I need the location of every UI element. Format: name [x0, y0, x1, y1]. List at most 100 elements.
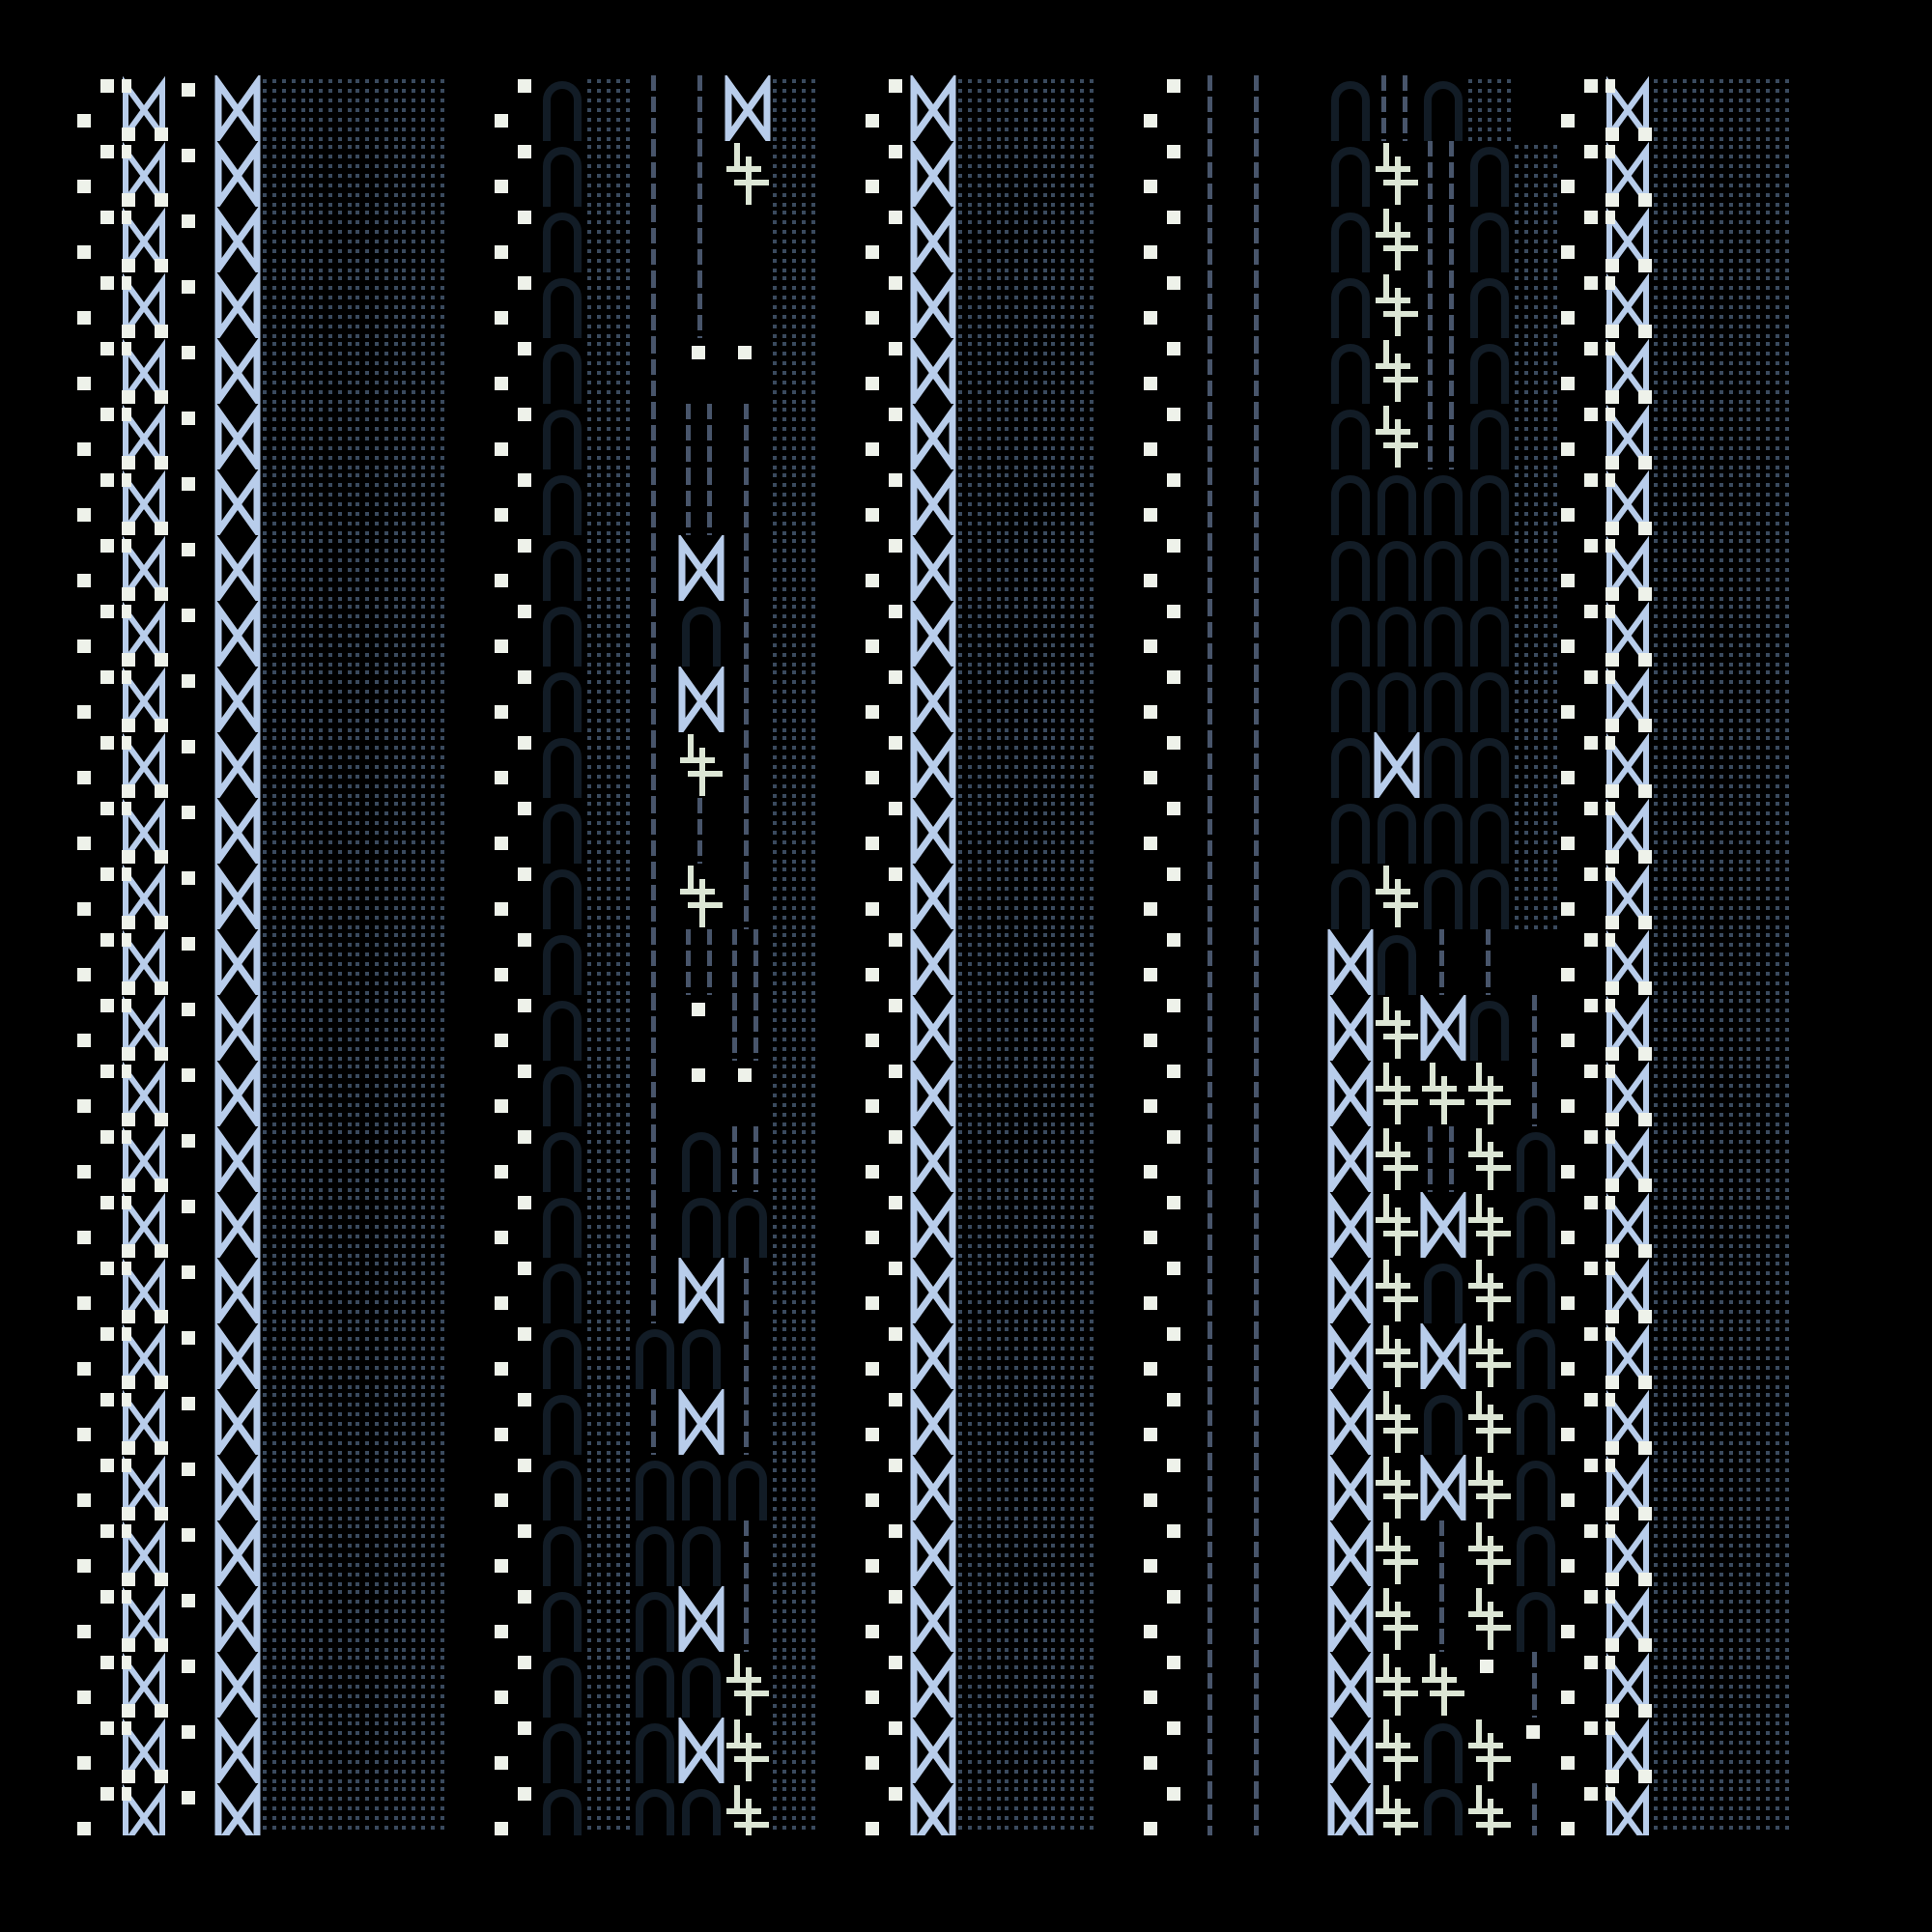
square-pair-glyph	[1559, 798, 1605, 864]
square-pair-glyph	[493, 469, 539, 535]
arch-glyph	[632, 1586, 678, 1652]
bowtie-plain-glyph	[214, 1455, 261, 1520]
arch-glyph	[632, 1323, 678, 1389]
arch-glyph	[1420, 535, 1466, 601]
arch-glyph	[632, 1455, 678, 1520]
dot-matrix-glyph	[261, 1323, 307, 1389]
dot-matrix-glyph	[261, 798, 307, 864]
bowtie-glyph	[1605, 338, 1652, 404]
vertical-bar-glyph	[1235, 338, 1281, 404]
vertical-bar-pair-glyph	[1374, 75, 1420, 141]
bowtie-plain-glyph	[910, 404, 956, 469]
dot-matrix-glyph	[1698, 995, 1745, 1061]
arch-glyph	[1466, 207, 1513, 272]
dot-matrix-glyph	[1652, 338, 1698, 404]
vertical-bar-glyph	[724, 404, 771, 469]
square-pair-glyph	[1142, 1586, 1188, 1652]
vertical-bar-glyph	[632, 272, 678, 338]
dot-matrix-glyph	[585, 1126, 632, 1192]
square-single-glyph	[168, 1520, 214, 1586]
square-pair-glyph	[75, 469, 122, 535]
arch-glyph	[1420, 75, 1466, 141]
bowtie-glyph	[1605, 1192, 1652, 1258]
bowtie-plain-glyph	[1374, 732, 1420, 798]
square-pair-glyph	[864, 404, 910, 469]
dot-matrix-glyph	[1698, 1455, 1745, 1520]
dot-matrix-glyph	[1049, 1061, 1095, 1126]
dot-matrix-glyph	[1513, 667, 1559, 732]
vertical-bar-glyph	[1420, 1520, 1466, 1586]
dot-matrix-glyph	[956, 798, 1003, 864]
arch-glyph	[1420, 864, 1466, 929]
square-pair-glyph	[864, 1783, 910, 1835]
arch-glyph	[632, 1520, 678, 1586]
dot-matrix-glyph	[585, 469, 632, 535]
vertical-bar-glyph	[1188, 338, 1235, 404]
bowtie-plain-glyph	[678, 1258, 724, 1323]
bowtie-plain-glyph	[678, 1718, 724, 1783]
dot-matrix-glyph	[1003, 535, 1049, 601]
square-pair-glyph	[75, 404, 122, 469]
dot-matrix-glyph	[956, 1652, 1003, 1718]
vertical-bar-glyph	[1235, 272, 1281, 338]
bowtie-glyph	[1605, 1389, 1652, 1455]
dot-matrix-glyph	[1698, 1258, 1745, 1323]
arch-glyph	[1327, 141, 1374, 207]
bowtie-glyph	[122, 1061, 168, 1126]
dot-matrix-glyph	[1698, 601, 1745, 667]
square-pair-glyph	[1142, 1258, 1188, 1323]
square-single-glyph	[168, 1061, 214, 1126]
vertical-bar-glyph	[632, 732, 678, 798]
square-single-glyph	[168, 1455, 214, 1520]
dot-matrix-glyph	[1745, 995, 1791, 1061]
dot-matrix-glyph	[1652, 1126, 1698, 1192]
arch-glyph	[1466, 798, 1513, 864]
square-pair-glyph	[864, 141, 910, 207]
dot-matrix-glyph	[956, 1455, 1003, 1520]
square-single-glyph	[168, 1192, 214, 1258]
arch-glyph	[1513, 1586, 1559, 1652]
dot-matrix-glyph	[261, 404, 307, 469]
square-pair-glyph	[1142, 1718, 1188, 1783]
dot-matrix-glyph	[1698, 1520, 1745, 1586]
square-pair-glyph	[1142, 1783, 1188, 1835]
square-single-glyph	[168, 1389, 214, 1455]
dot-matrix-glyph	[585, 864, 632, 929]
dot-matrix-glyph	[261, 535, 307, 601]
square-pair-glyph	[493, 1192, 539, 1258]
bowtie-glyph	[122, 469, 168, 535]
dot-matrix-glyph	[771, 1783, 817, 1835]
dot-matrix-glyph	[956, 1783, 1003, 1835]
cross-glyph	[724, 141, 771, 207]
vertical-bar-pair-glyph	[678, 404, 724, 469]
dot-matrix-glyph	[354, 1192, 400, 1258]
dot-matrix-glyph	[1003, 798, 1049, 864]
bowtie-glyph	[1605, 864, 1652, 929]
dot-matrix-glyph	[1745, 338, 1791, 404]
dot-matrix-glyph	[585, 601, 632, 667]
bowtie-plain-glyph	[910, 1455, 956, 1520]
square-pair-glyph	[75, 1783, 122, 1835]
dot-matrix-glyph	[771, 1389, 817, 1455]
square-pair-glyph	[1559, 732, 1605, 798]
vertical-bar-glyph	[1188, 601, 1235, 667]
square-pair-glyph	[1559, 864, 1605, 929]
dot-matrix-glyph	[1745, 1783, 1791, 1835]
bowtie-glyph	[1605, 1323, 1652, 1389]
dot-matrix-glyph	[307, 75, 354, 141]
square-single-glyph	[724, 338, 771, 404]
square-single-glyph	[168, 207, 214, 272]
dot-matrix-glyph	[1652, 732, 1698, 798]
cross-glyph	[1374, 995, 1420, 1061]
bowtie-glyph	[122, 929, 168, 995]
square-single-glyph	[168, 601, 214, 667]
square-pair-glyph	[1142, 141, 1188, 207]
bowtie-glyph	[1605, 929, 1652, 995]
dot-matrix-glyph	[400, 732, 446, 798]
bowtie-plain-glyph	[678, 1586, 724, 1652]
dot-matrix-glyph	[585, 1389, 632, 1455]
dot-matrix-glyph	[771, 601, 817, 667]
square-pair-glyph	[75, 1323, 122, 1389]
dot-matrix-glyph	[585, 1061, 632, 1126]
